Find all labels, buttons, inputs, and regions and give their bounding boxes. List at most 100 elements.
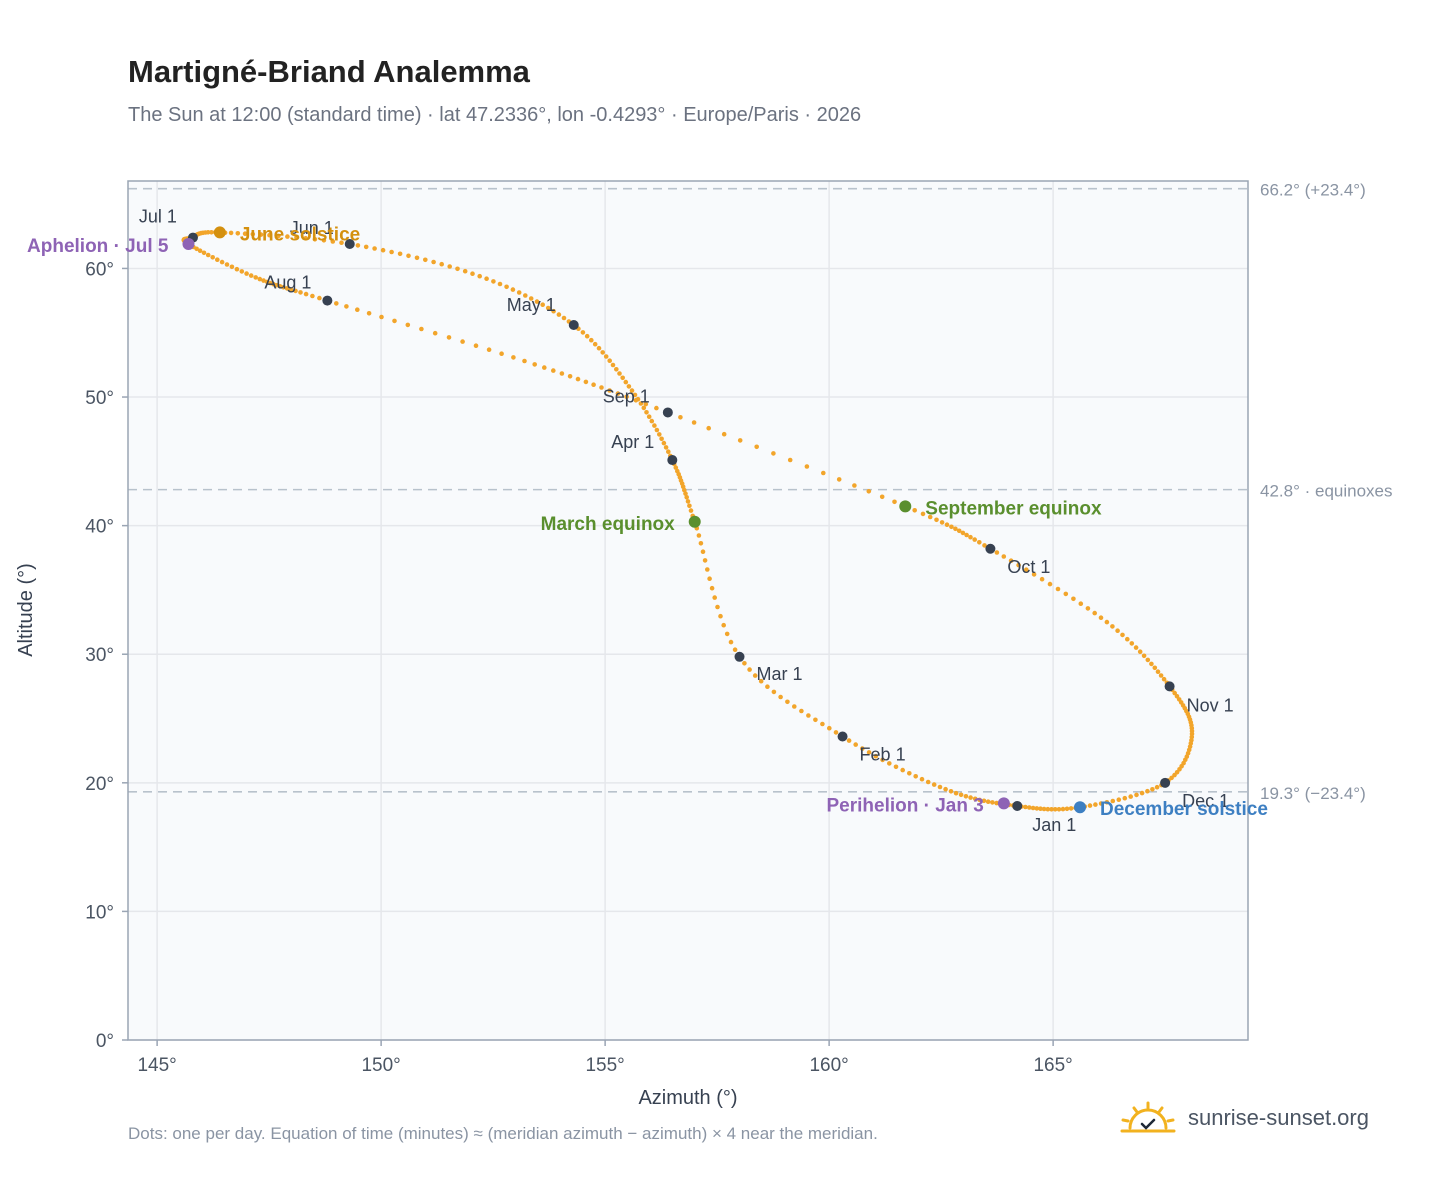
daily-dot [623, 379, 629, 385]
daily-dot [288, 287, 294, 292]
y-tick-label: 40° [85, 517, 114, 538]
daily-dot [737, 438, 743, 443]
daily-dot [298, 290, 303, 295]
event-label: December solstice [1100, 799, 1268, 820]
brand[interactable]: sunrise-sunset.org [1120, 1100, 1369, 1136]
daily-dot [771, 689, 777, 695]
daily-dot [873, 753, 879, 759]
daily-dot [432, 330, 438, 336]
daily-dot [1152, 665, 1158, 671]
daily-dot [234, 266, 240, 272]
daily-dot [405, 322, 411, 328]
daily-dot [1141, 653, 1147, 659]
daily-dot [1115, 628, 1120, 633]
daily-dot [551, 308, 556, 314]
event-label: September equinox [925, 498, 1102, 519]
daily-dot [1038, 806, 1043, 811]
daily-dot [1137, 649, 1143, 654]
plot-area [128, 181, 1248, 1040]
daily-dot [575, 376, 581, 382]
daily-dot [1098, 615, 1104, 620]
daily-dot [477, 273, 483, 279]
daily-dot [673, 465, 679, 470]
y-tick-label: 0° [96, 1031, 114, 1052]
event-markers: June solstice December solstice March equi… [27, 224, 1268, 820]
daily-dot [419, 326, 424, 332]
daily-dot [610, 362, 616, 368]
daily-dot [1158, 673, 1164, 678]
daily-dot [728, 639, 734, 645]
daily-dot [1047, 581, 1053, 587]
daily-dot [652, 423, 657, 428]
daily-dot [499, 351, 504, 357]
daily-dot [827, 725, 832, 731]
month-marker [662, 407, 673, 418]
daily-dot [688, 508, 694, 513]
daily-dot [284, 286, 290, 291]
daily-dot [1071, 596, 1076, 602]
daily-dot [355, 307, 360, 313]
daily-dot [473, 343, 479, 349]
daily-dot [860, 746, 865, 751]
daily-dot [607, 388, 612, 393]
event-marker [688, 515, 701, 528]
daily-dot [960, 530, 966, 536]
daily-dot [624, 394, 629, 400]
daily-dot [294, 235, 299, 240]
daily-dot [778, 694, 783, 700]
daily-dot [317, 295, 322, 301]
daily-dot [219, 259, 225, 265]
daily-dot [732, 647, 738, 652]
daily-dot [486, 347, 492, 353]
daily-dot [242, 231, 248, 236]
reference-line-label: 19.3° (−23.4°) [1260, 784, 1366, 803]
daily-dot [866, 489, 872, 494]
x-tick-label: 155° [585, 1055, 624, 1076]
daily-dot [257, 276, 263, 282]
daily-dot [344, 304, 349, 309]
daily-dot [559, 371, 565, 376]
daily-dot [540, 302, 545, 308]
daily-dot [972, 537, 977, 542]
daily-dot [943, 786, 948, 792]
daily-dot [522, 358, 527, 364]
daily-dot [718, 613, 723, 619]
daily-dot [990, 800, 995, 805]
daily-dot [528, 296, 534, 301]
reference-line-label: 66.2° (+23.4°) [1260, 181, 1366, 200]
x-tick-label: 150° [361, 1055, 400, 1076]
daily-dot [447, 264, 453, 269]
daily-dot [312, 237, 318, 242]
daily-dot [1085, 606, 1091, 611]
daily-dot [1078, 601, 1084, 606]
month-label: Jul 1 [139, 207, 177, 227]
month-marker [1164, 681, 1175, 692]
daily-dot [685, 499, 691, 504]
daily-dot [1045, 806, 1051, 812]
daily-dot [600, 350, 605, 355]
daily-dot [912, 508, 917, 513]
daily-dot [629, 388, 635, 393]
daily-dot [866, 750, 872, 755]
daily-dot [276, 233, 281, 239]
daily-dot [484, 276, 489, 282]
daily-dot [224, 262, 230, 267]
daily-dot [1034, 806, 1040, 811]
event-label: June solstice [240, 224, 360, 245]
brand-name: sunrise-sunset.org [1188, 1105, 1369, 1130]
daily-dot [1129, 641, 1135, 646]
daily-dot [657, 432, 662, 437]
plot-frame [127, 180, 1249, 1041]
daily-dot [561, 315, 567, 321]
reference-lines: 66.2° (+23.4°) 42.8° · equinoxes 19.3° (−2… [128, 181, 1393, 803]
daily-dot [516, 290, 522, 295]
daily-dot [397, 251, 403, 257]
daily-dot [643, 401, 649, 407]
daily-dot [310, 293, 315, 299]
daily-dot [771, 451, 776, 456]
daily-dot [700, 549, 706, 554]
month-label: Sep 1 [603, 386, 650, 406]
daily-dot [389, 249, 394, 255]
daily-dot [334, 301, 339, 306]
daily-dot [833, 730, 839, 735]
